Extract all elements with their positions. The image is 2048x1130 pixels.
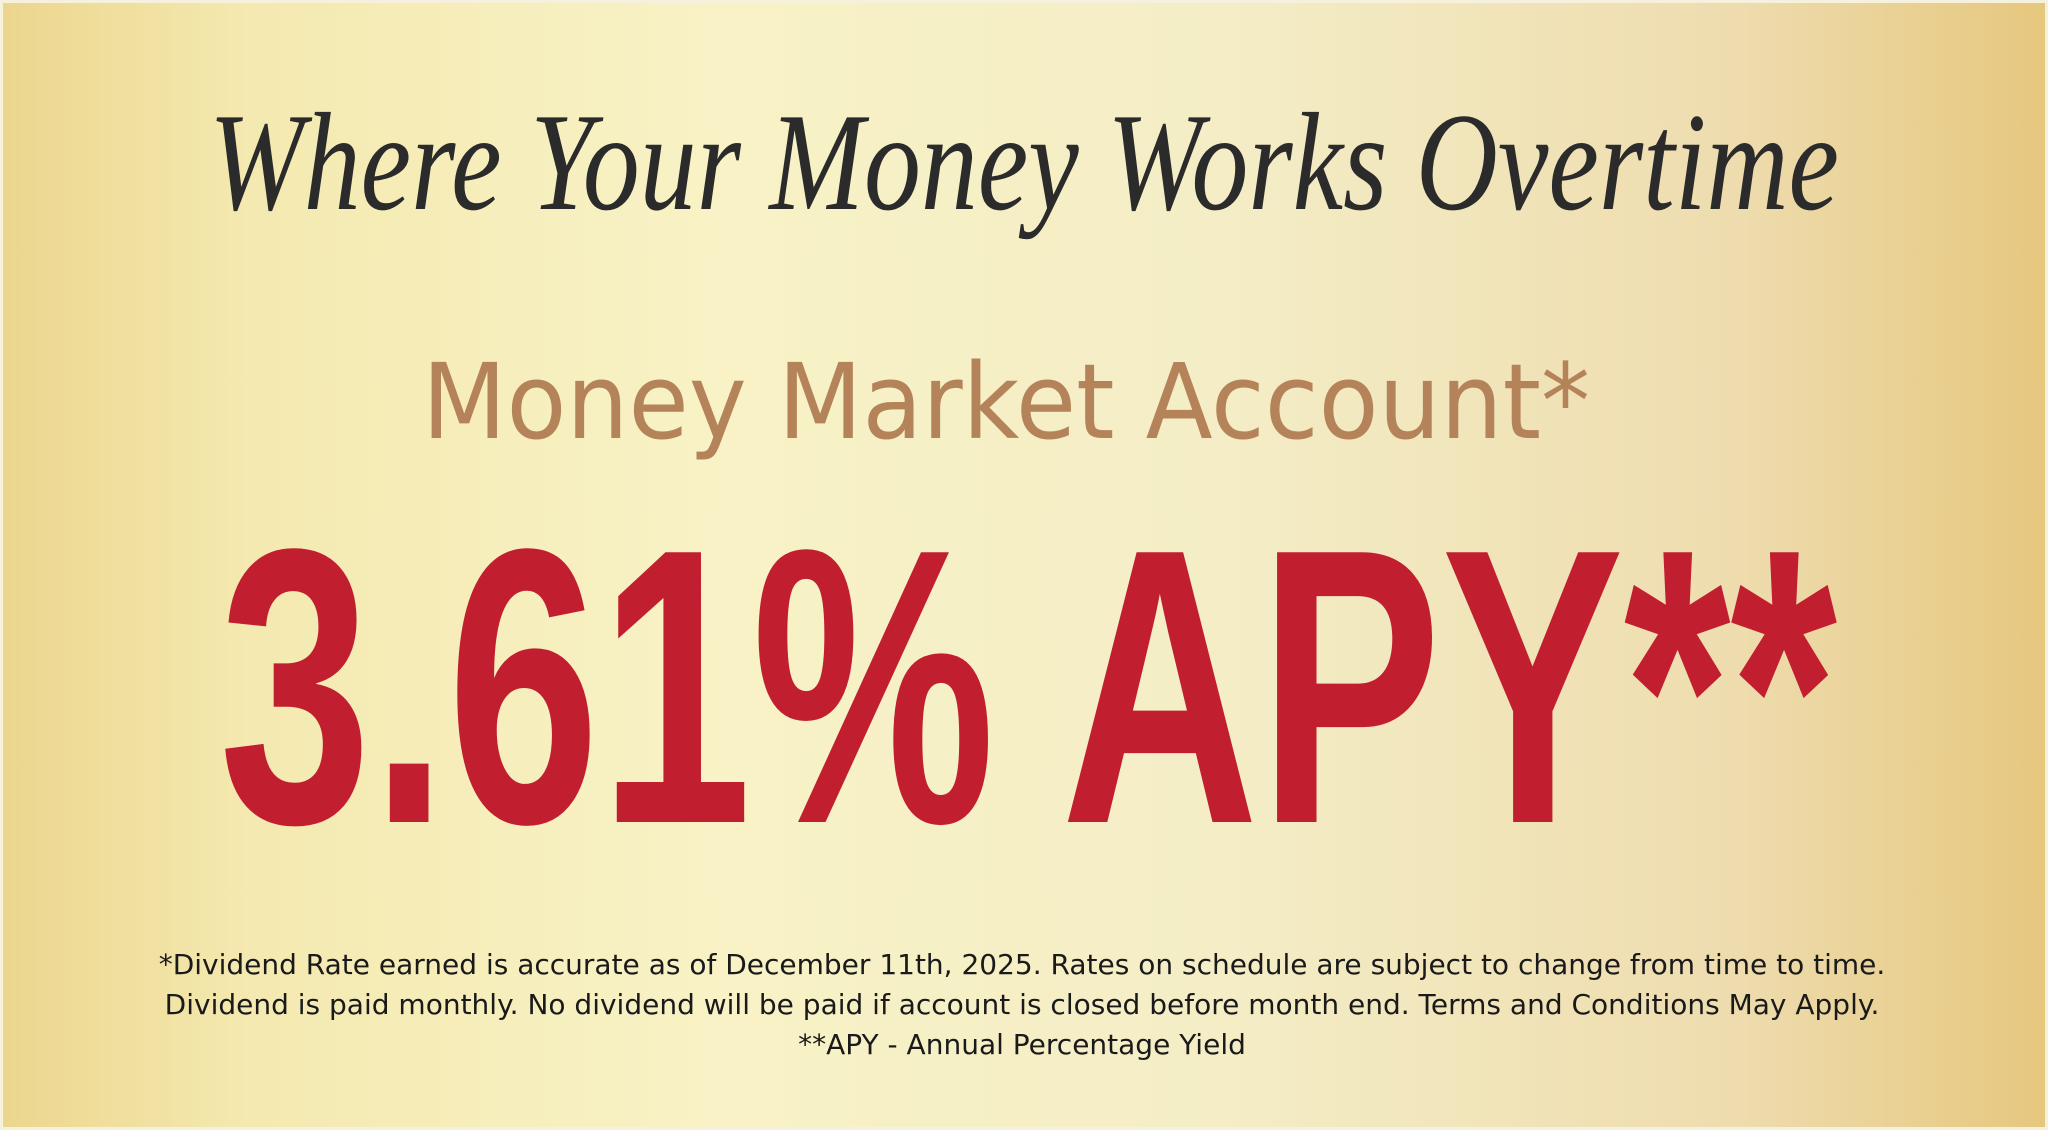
background — [3, 3, 2045, 1127]
disclaimer-line: **APY - Annual Percentage Yield — [798, 1028, 1246, 1061]
headline: Where Your Money Works Overtime — [209, 85, 1839, 240]
disclaimer-line: *Dividend Rate earned is accurate as of … — [159, 948, 1886, 981]
product-name: Money Market Account* — [422, 341, 1590, 463]
disclaimer-line: Dividend is paid monthly. No dividend wi… — [165, 988, 1880, 1021]
rate: 3.61% APY** — [219, 468, 1837, 906]
